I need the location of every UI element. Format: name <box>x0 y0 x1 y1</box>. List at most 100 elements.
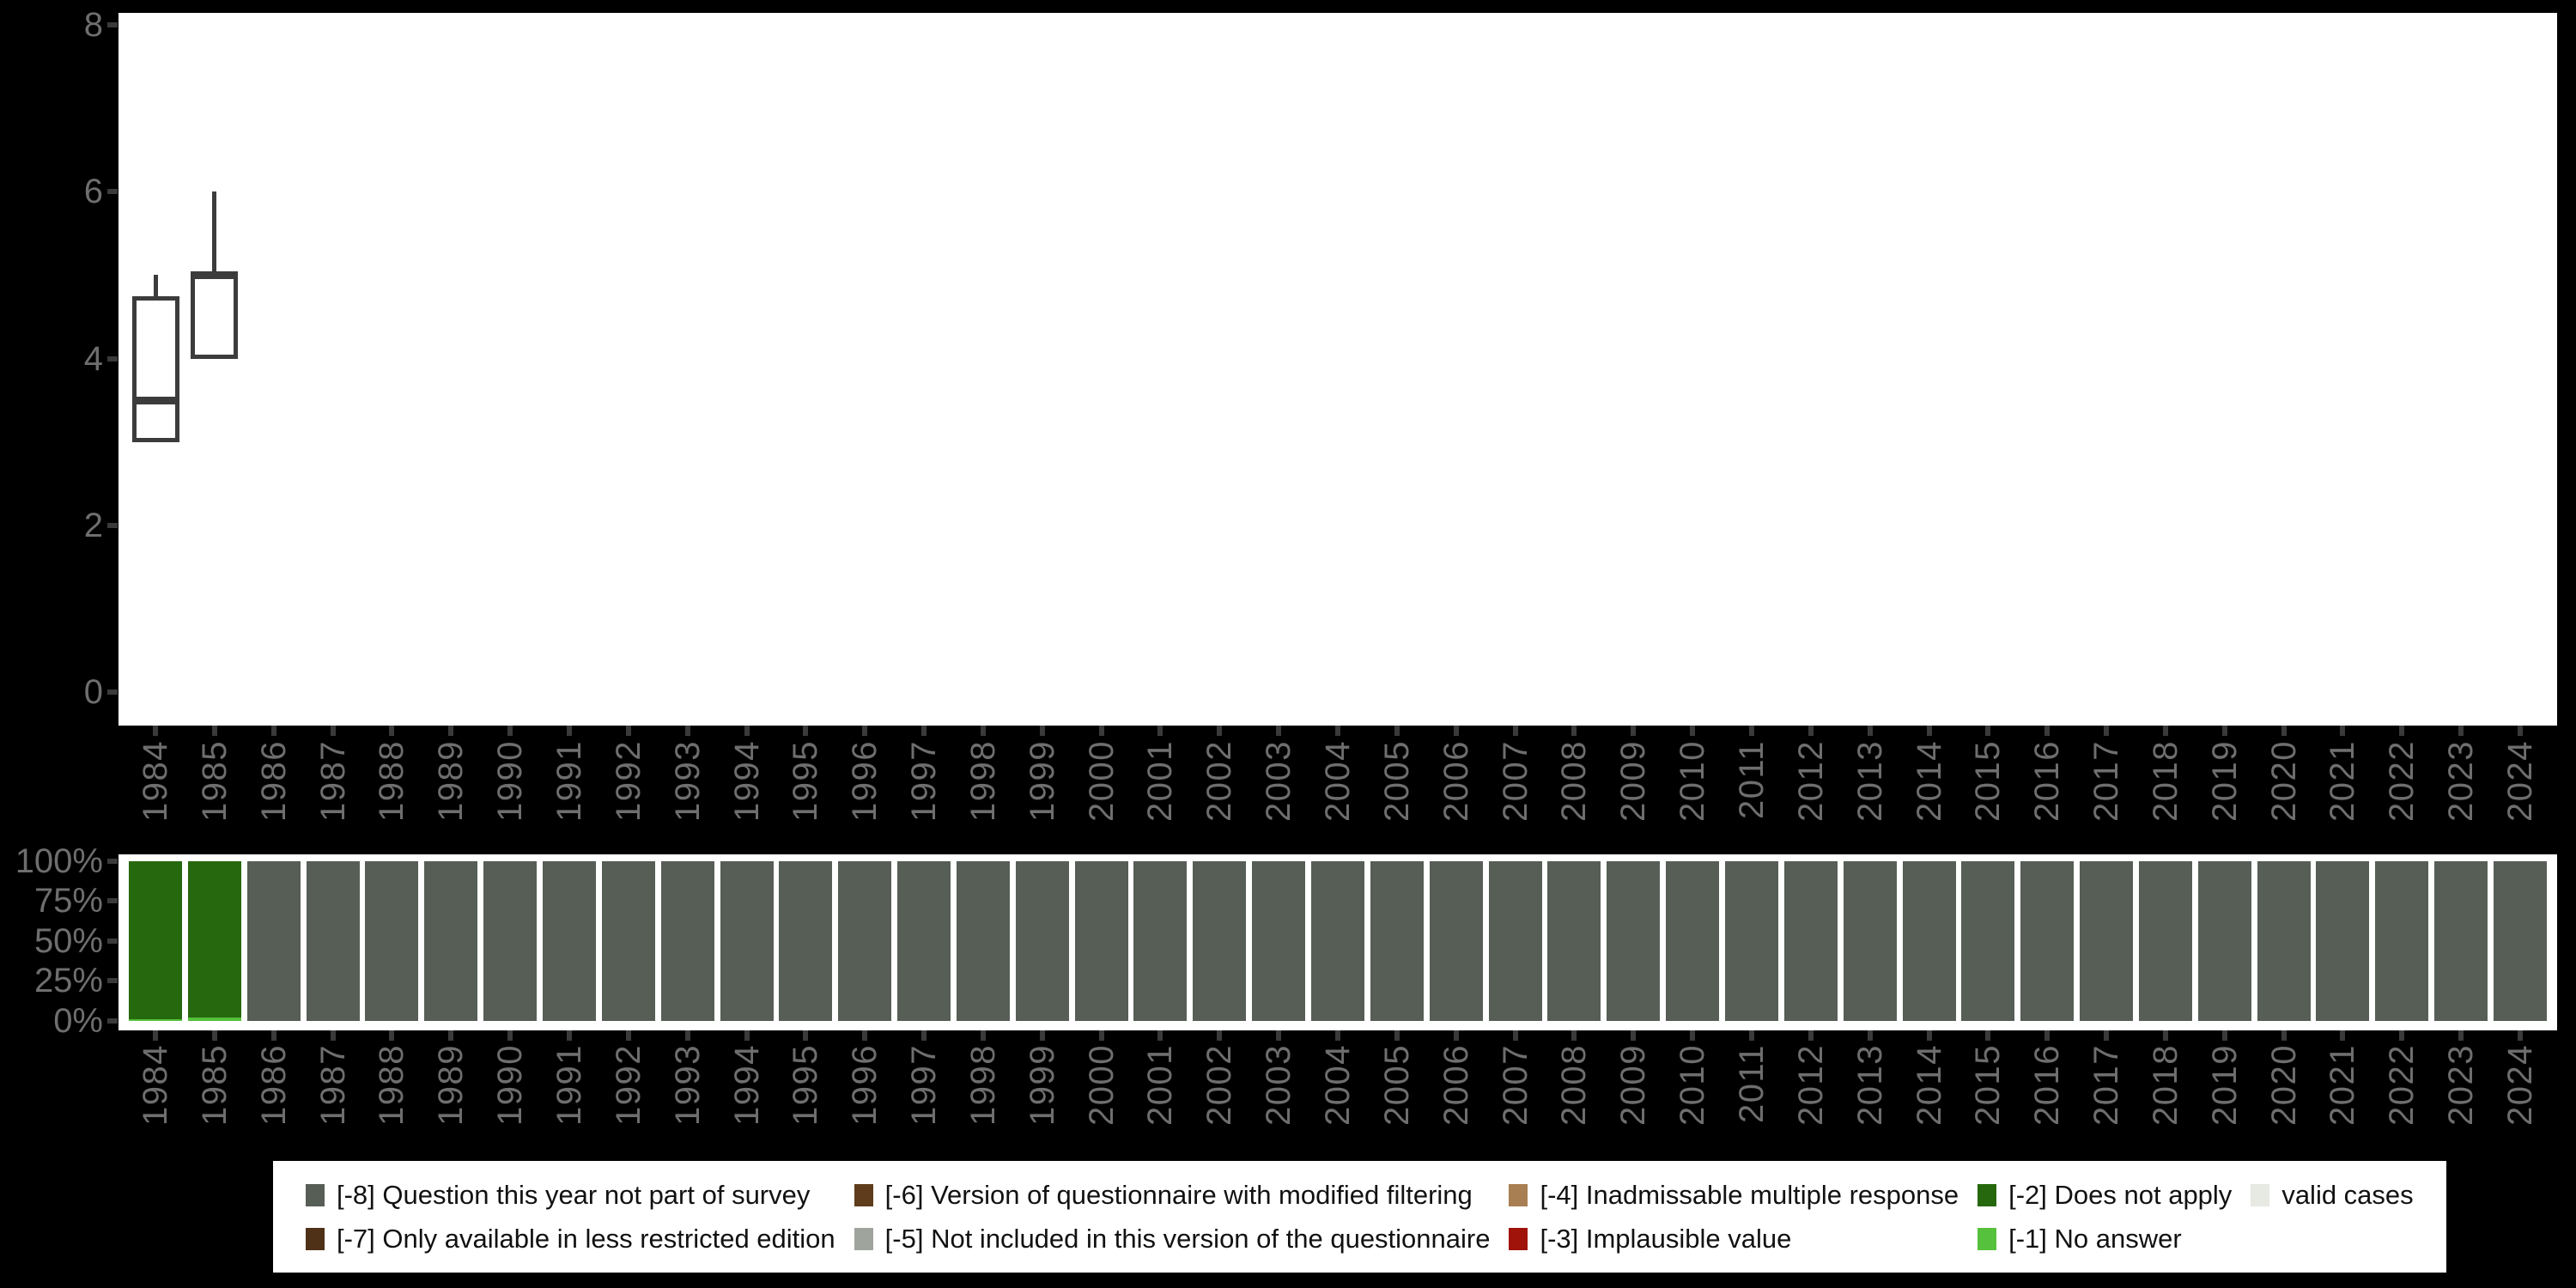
x-axis-year-label: 2003 <box>1260 740 1298 822</box>
x-axis-year-label: 2010 <box>1674 740 1712 822</box>
x-axis-tick-mark <box>2104 726 2110 736</box>
x-axis-year-label: 2022 <box>2383 740 2421 822</box>
x-axis-year-label: 1985 <box>195 740 234 822</box>
legend-item--1: [-1] No answer <box>1978 1225 2232 1252</box>
x-axis-tick-mark <box>2399 726 2405 736</box>
x-axis-year-label: 1991 <box>550 1044 588 1126</box>
x-axis-year-label: 2009 <box>1614 1044 1653 1126</box>
legend-item--4: [-4] Inadmissable multiple response <box>1509 1182 1959 1208</box>
percent-axis-tick-mark <box>107 898 118 903</box>
x-axis-tick-mark <box>330 726 336 736</box>
percent-axis-tick-label: 0% <box>53 1001 103 1040</box>
x-axis-tick-mark <box>1571 1030 1577 1041</box>
x-axis-tick-mark <box>330 1030 336 1041</box>
x-axis-year-label: 1998 <box>963 1044 1002 1126</box>
x-axis-year-label: 2020 <box>2264 740 2303 822</box>
percent-axis-tick-mark <box>107 978 118 983</box>
legend-item--3: [-3] Implausible value <box>1509 1225 1959 1252</box>
x-axis-year-label: 2023 <box>2442 740 2481 822</box>
x-axis-tick-mark <box>448 726 454 736</box>
x-axis-year-label: 2022 <box>2383 1044 2421 1126</box>
x-axis-tick-mark <box>1690 1030 1696 1041</box>
x-axis-year-label: 2005 <box>1377 740 1416 822</box>
x-axis-year-label: 2004 <box>1319 1044 1357 1126</box>
x-axis-year-label: 2015 <box>1969 1044 2008 1126</box>
x-axis-year-label: 1987 <box>313 1044 352 1126</box>
bar-segment-2009-[-8] <box>1607 861 1661 1021</box>
bar-segment-2020-[-8] <box>2257 861 2311 1021</box>
x-axis-year-label: 2010 <box>1674 1044 1712 1126</box>
x-axis-year-label: 2020 <box>2264 1044 2303 1126</box>
x-axis-year-label: 2006 <box>1437 1044 1475 1126</box>
legend-label: [-4] Inadmissable multiple response <box>1540 1180 1959 1210</box>
bar-segment-1992-[-8] <box>601 861 655 1021</box>
legend-label: [-2] Does not apply <box>2008 1180 2233 1210</box>
bar-segment-2014-[-8] <box>1902 861 1956 1021</box>
x-axis-year-label: 1984 <box>137 1044 174 1126</box>
x-axis-year-label: 2001 <box>1141 740 1180 822</box>
x-axis-tick-mark <box>744 726 750 736</box>
bar-segment-1984-[-2] <box>129 861 182 1020</box>
bar-segment-2008-[-8] <box>1547 861 1601 1021</box>
x-axis-tick-mark <box>389 1030 395 1041</box>
x-axis-tick-mark <box>2281 726 2287 736</box>
x-axis-tick-mark <box>1631 1030 1637 1041</box>
x-axis-year-label: 2013 <box>1850 740 1889 822</box>
y-axis-tick-label: 6 <box>83 173 103 211</box>
bar-segment-1996-[-8] <box>838 861 892 1021</box>
percent-axis-tick-mark <box>107 1018 118 1024</box>
x-axis-tick-mark <box>1335 726 1340 736</box>
legend-swatch-icon <box>2251 1183 2270 1206</box>
legend-swatch-icon <box>854 1227 873 1250</box>
y-axis-tick-label: 0 <box>83 673 103 711</box>
x-axis-tick-mark <box>803 1030 809 1041</box>
y-axis-tick-mark <box>107 22 118 27</box>
x-axis-year-label: 1998 <box>963 740 1002 822</box>
x-axis-tick-mark <box>1453 726 1459 736</box>
x-axis-tick-mark <box>921 1030 927 1041</box>
x-axis-tick-mark <box>153 726 158 736</box>
x-axis-year-label: 1996 <box>846 1044 884 1126</box>
bar-segment-1984-[-1] <box>129 1019 182 1021</box>
legend-swatch-icon <box>306 1227 325 1250</box>
x-axis-tick-mark <box>1985 1030 1991 1041</box>
boxplot-upper-whisker <box>212 191 217 276</box>
bar-segment-2013-[-8] <box>1843 861 1897 1021</box>
bar-segment-2018-[-8] <box>2138 861 2192 1021</box>
x-axis-year-label: 1984 <box>137 740 174 822</box>
x-axis-year-label: 1992 <box>609 1044 647 1126</box>
bar-segment-1999-[-8] <box>1015 861 1069 1021</box>
legend-item--5: [-5] Not included in this version of the… <box>854 1225 1490 1252</box>
x-axis-year-label: 2024 <box>2501 740 2539 822</box>
boxplot-box-1984 <box>131 295 179 442</box>
boxplot-upper-whisker <box>153 275 158 296</box>
x-axis-year-label: 1991 <box>550 740 588 822</box>
x-axis-tick-mark <box>2458 726 2464 736</box>
legend-item--7: [-7] Only available in less restricted e… <box>306 1225 835 1252</box>
x-axis-tick-mark <box>1157 1030 1163 1041</box>
x-axis-tick-mark <box>1217 726 1223 736</box>
percent-axis-tick-label: 75% <box>33 882 103 920</box>
x-axis-year-label: 2016 <box>2028 1044 2067 1126</box>
bar-segment-2024-[-8] <box>2494 861 2547 1021</box>
x-axis-year-label: 2002 <box>1200 740 1239 822</box>
x-axis-year-label: 2018 <box>2146 740 2184 822</box>
x-axis-tick-mark <box>1512 726 1518 736</box>
x-axis-tick-mark <box>862 726 868 736</box>
x-axis-year-label: 2002 <box>1200 1044 1239 1126</box>
x-axis-tick-mark <box>1394 1030 1400 1041</box>
x-axis-tick-mark <box>1276 1030 1282 1041</box>
x-axis-tick-mark <box>211 726 217 736</box>
x-axis-year-label: 1996 <box>846 740 884 822</box>
x-axis-tick-mark <box>2162 1030 2168 1041</box>
legend-item--6: [-6] Version of questionnaire with modif… <box>854 1182 1491 1208</box>
boxplot-box-1985 <box>191 275 239 359</box>
x-axis-tick-mark <box>1394 726 1400 736</box>
bar-segment-1994-[-8] <box>720 861 774 1021</box>
legend-swatch-icon <box>1509 1227 1528 1250</box>
x-axis-tick-mark <box>2399 1030 2405 1041</box>
x-axis-tick-mark <box>1039 726 1045 736</box>
bar-segment-1995-[-8] <box>779 861 833 1021</box>
y-axis-tick-mark <box>107 522 118 528</box>
